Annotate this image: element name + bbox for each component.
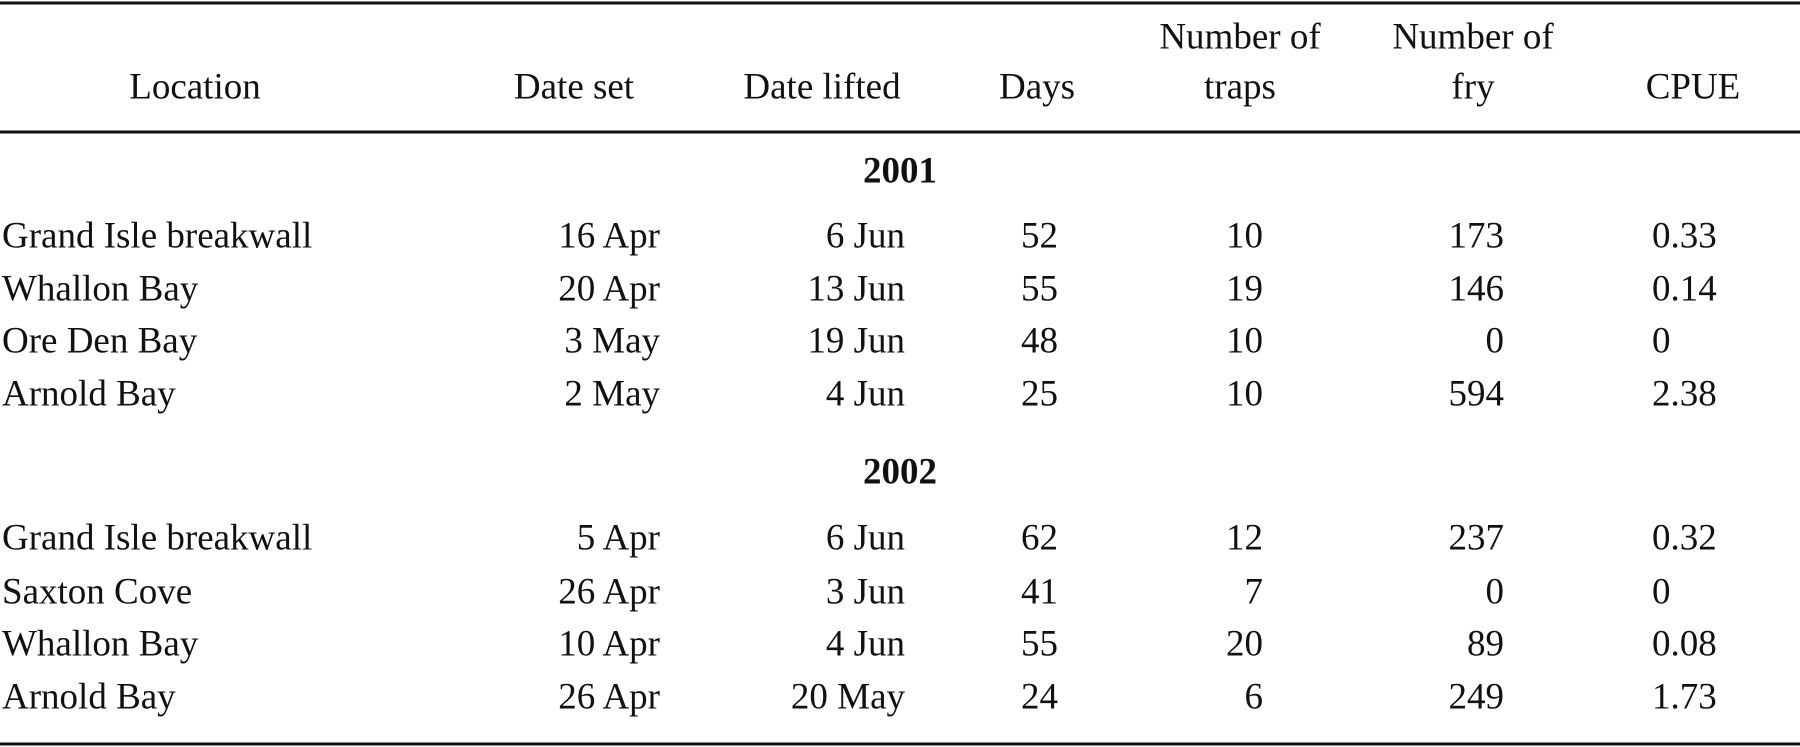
table-cell: 16 Apr <box>558 215 660 256</box>
table-cell: 0.08 <box>1652 623 1717 664</box>
table-cell: 0.14 <box>1652 268 1717 309</box>
table-cell: 10 <box>1226 215 1263 256</box>
group-year: 2001 <box>863 150 937 191</box>
table-cell: 4 Jun <box>826 373 905 414</box>
group-year: 2002 <box>863 451 937 492</box>
table-cell: 0.33 <box>1652 215 1717 256</box>
table-cell: 0 <box>1652 571 1671 612</box>
table-cell: 48 <box>1021 320 1058 361</box>
table-cell: 3 May <box>564 320 660 361</box>
table-cell: 6 <box>1245 676 1264 717</box>
table-cell: 26 Apr <box>558 571 660 612</box>
table-cell: 249 <box>1449 676 1505 717</box>
table-cell: 55 <box>1021 268 1058 309</box>
table-cell: 10 Apr <box>558 623 660 664</box>
table-cell: 20 May <box>791 676 906 717</box>
table-cell: Saxton Cove <box>2 571 192 612</box>
table-cell: 2.38 <box>1652 373 1717 414</box>
table-cell: 41 <box>1021 571 1058 612</box>
column-header: traps <box>1204 66 1276 107</box>
table-cell: 0 <box>1652 320 1671 361</box>
table-cell: 19 <box>1226 268 1263 309</box>
table-cell: 62 <box>1021 517 1058 558</box>
table-cell: 594 <box>1449 373 1505 414</box>
table-cell: 237 <box>1449 517 1505 558</box>
column-header: CPUE <box>1646 66 1741 107</box>
table-cell: Grand Isle breakwall <box>2 517 312 558</box>
column-header: Number of <box>1392 16 1554 57</box>
table-cell: 6 Jun <box>826 215 905 256</box>
table-cell: 20 <box>1226 623 1263 664</box>
table-cell: 146 <box>1449 268 1505 309</box>
column-header: Date set <box>514 66 635 107</box>
table-cell: 173 <box>1449 215 1505 256</box>
column-header: Date lifted <box>743 66 901 107</box>
column-header: Location <box>129 66 261 107</box>
table-cell: 3 Jun <box>826 571 905 612</box>
table-cell: 89 <box>1467 623 1504 664</box>
table-cell: Arnold Bay <box>2 373 176 414</box>
table-cell: 0 <box>1486 320 1505 361</box>
table-cell: 55 <box>1021 623 1058 664</box>
column-header: Days <box>999 66 1075 107</box>
table-cell: Grand Isle breakwall <box>2 215 312 256</box>
table-cell: 1.73 <box>1652 676 1717 717</box>
table-cell: Ore Den Bay <box>2 320 198 361</box>
column-header: Number of <box>1159 16 1321 57</box>
table-cell: 7 <box>1245 571 1264 612</box>
table-cell: 10 <box>1226 320 1263 361</box>
table-cell: 6 Jun <box>826 517 905 558</box>
table-cell: 12 <box>1226 517 1263 558</box>
table-cell: 5 Apr <box>577 517 660 558</box>
table-cell: 2 May <box>564 373 660 414</box>
table-cell: 0 <box>1486 571 1505 612</box>
table-cell: 19 Jun <box>807 320 905 361</box>
column-header: fry <box>1451 66 1495 107</box>
table-cell: 0.32 <box>1652 517 1717 558</box>
table-cell: 13 Jun <box>807 268 905 309</box>
table-cell: Whallon Bay <box>2 623 199 664</box>
table-cell: 24 <box>1021 676 1058 717</box>
table-cell: Whallon Bay <box>2 268 199 309</box>
table-cell: 20 Apr <box>558 268 660 309</box>
table-cell: 26 Apr <box>558 676 660 717</box>
table-cell: 25 <box>1021 373 1058 414</box>
table-cell: 4 Jun <box>826 623 905 664</box>
table-cell: 10 <box>1226 373 1263 414</box>
table-cell: Arnold Bay <box>2 676 176 717</box>
table-cell: 52 <box>1021 215 1058 256</box>
